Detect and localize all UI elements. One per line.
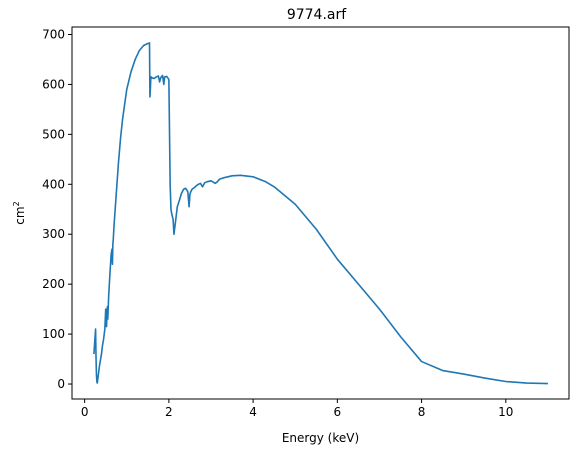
y-tick-label: 400 xyxy=(42,177,65,191)
x-tick-label: 10 xyxy=(498,405,513,419)
y-tick-label: 500 xyxy=(42,127,65,141)
y-axis-label-base: cm xyxy=(13,206,27,224)
y-axis-label-superscript: 2 xyxy=(12,201,21,206)
y-tick-label: 300 xyxy=(42,227,65,241)
y-tick-label: 600 xyxy=(42,77,65,91)
x-tick-label: 6 xyxy=(334,405,342,419)
chart-title: 9774.arf xyxy=(287,7,347,23)
x-tick-label: 0 xyxy=(81,405,89,419)
plot-frame xyxy=(71,26,570,400)
x-tick-label: 8 xyxy=(418,405,426,419)
y-tick-label: 200 xyxy=(42,277,65,291)
series-line-0 xyxy=(93,42,548,385)
y-tick-label: 0 xyxy=(57,377,65,391)
plot-area xyxy=(93,42,548,385)
y-tick-label: 100 xyxy=(42,327,65,341)
x-axis-label: Energy (keV) xyxy=(282,431,359,445)
y-tick-label: 700 xyxy=(42,27,65,41)
x-tick-label: 4 xyxy=(249,405,257,419)
x-axis-ticks: 0 2 4 6 8 10 xyxy=(81,399,513,419)
x-tick-label: 2 xyxy=(165,405,173,419)
y-axis-label: cm2 xyxy=(12,201,27,224)
y-axis-ticks: 0 100 200 300 400 500 600 700 xyxy=(42,27,72,391)
